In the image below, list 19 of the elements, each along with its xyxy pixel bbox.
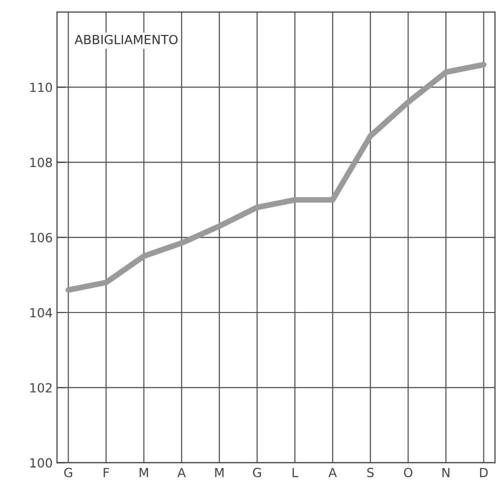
x-tick-label: G [252, 468, 261, 478]
x-tick-label: D [480, 468, 488, 478]
text: ABBIGLIAMENTO [74, 34, 178, 44]
x-tick-label: A [177, 468, 186, 478]
y-tick-label: 106 [30, 232, 52, 242]
x-tick-label: A [328, 468, 337, 478]
x-tick-label: N [442, 468, 450, 478]
x-tick-label: L [292, 468, 298, 478]
x-tick-label: G [64, 468, 72, 478]
y-tick-label: 102 [30, 383, 52, 393]
x-tick-label: M [215, 468, 224, 478]
y-tick-label: 104 [30, 308, 52, 318]
y-tick-label: 110 [30, 82, 52, 92]
x-tick-label: O [404, 468, 412, 478]
x-tick-label: F [104, 468, 109, 478]
y-tick-label: 100 [30, 458, 52, 468]
x-tick-label: M [140, 468, 148, 478]
x-tick-label: S [367, 468, 374, 478]
y-tick-label: 108 [30, 158, 52, 168]
